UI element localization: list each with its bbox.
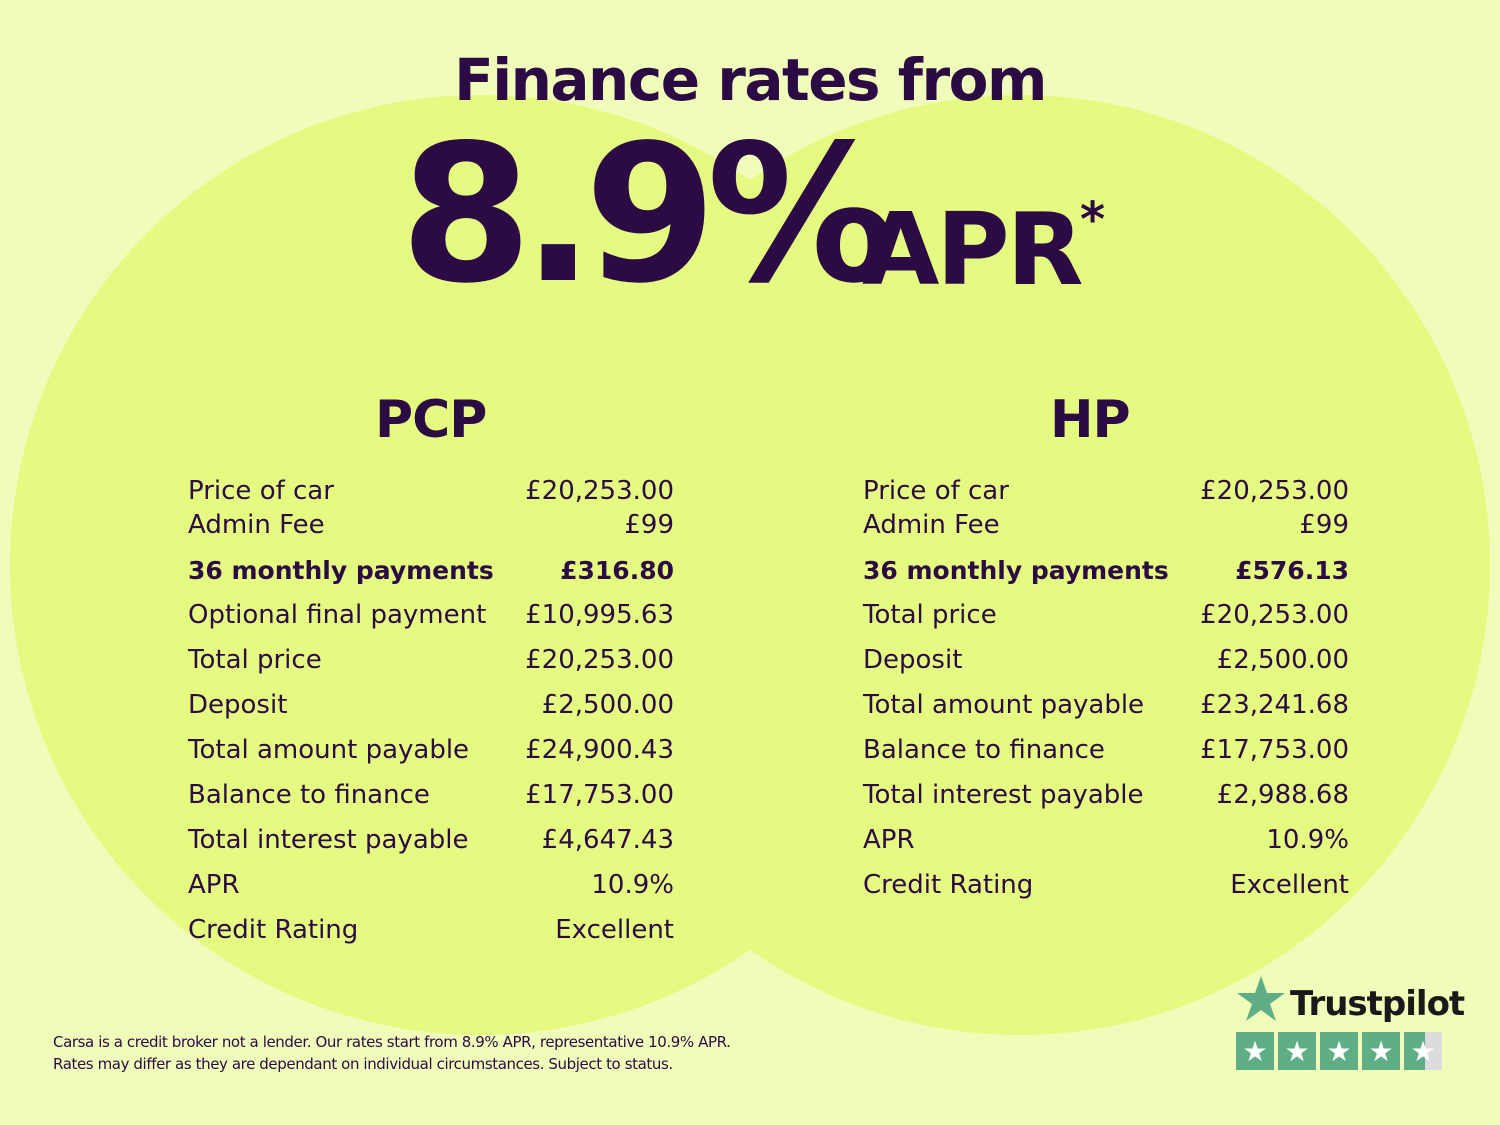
pcp-row-label: Price of car xyxy=(188,476,334,506)
headline-rate: 8.9% xyxy=(400,104,897,325)
pcp-row-value: £10,995.63 xyxy=(525,600,674,630)
headline: Finance rates from xyxy=(454,46,1047,114)
hp-row: 36 monthly payments £576.13 xyxy=(863,553,1349,587)
hp-row-value: £2,500.00 xyxy=(1216,645,1349,675)
pcp-row: Admin Fee £99 xyxy=(188,508,674,542)
pcp-row-value: £2,500.00 xyxy=(541,690,674,720)
pcp-row-value: Excellent xyxy=(555,915,674,945)
pcp-row: 36 monthly payments £316.80 xyxy=(188,553,674,587)
pcp-row-value: £4,647.43 xyxy=(541,825,674,855)
hp-row: Total price £20,253.00 xyxy=(863,598,1349,632)
pcp-row-label: Admin Fee xyxy=(188,510,325,540)
pcp-row: Total interest payable £4,647.43 xyxy=(188,823,674,857)
hp-row-label: APR xyxy=(863,825,915,855)
pcp-row: Total price £20,253.00 xyxy=(188,643,674,677)
rating-star-icon: ★ xyxy=(1320,1032,1358,1070)
pcp-row: Total amount payable £24,900.43 xyxy=(188,733,674,767)
hp-row: Admin Fee £99 xyxy=(863,508,1349,542)
hp-row: APR 10.9% xyxy=(863,823,1349,857)
trustpilot-rating: ★ ★ ★ ★ ★ xyxy=(1236,1032,1442,1070)
pcp-row-label: 36 monthly payments xyxy=(188,555,494,585)
hp-row-value: £20,253.00 xyxy=(1200,476,1349,506)
pcp-row-label: Balance to finance xyxy=(188,780,430,810)
pcp-row: Optional final payment £10,995.63 xyxy=(188,598,674,632)
pcp-row-label: Credit Rating xyxy=(188,915,359,945)
hp-row-value: £2,988.68 xyxy=(1216,780,1349,810)
pcp-row-label: Total interest payable xyxy=(188,825,469,855)
hp-row-label: Credit Rating xyxy=(863,870,1034,900)
pcp-row-label: APR xyxy=(188,870,240,900)
disclaimer: Carsa is a credit broker not a lender. O… xyxy=(53,1031,731,1075)
hp-row-label: Total interest payable xyxy=(863,780,1144,810)
trustpilot-star-icon xyxy=(1237,976,1285,1021)
hp-row-label: Price of car xyxy=(863,476,1009,506)
pcp-row-label: Deposit xyxy=(188,690,288,720)
pcp-row: Deposit £2,500.00 xyxy=(188,688,674,722)
pcp-row: APR 10.9% xyxy=(188,868,674,902)
hp-row-value: Excellent xyxy=(1230,870,1349,900)
trustpilot-name: Trustpilot xyxy=(1290,984,1465,1024)
hp-row-label: Total amount payable xyxy=(863,690,1145,720)
hp-row-label: 36 monthly payments xyxy=(863,555,1169,585)
rating-star-icon: ★ xyxy=(1278,1032,1316,1070)
pcp-row: Balance to finance £17,753.00 xyxy=(188,778,674,812)
pcp-row-label: Total amount payable xyxy=(188,735,470,765)
pcp-row-value: £17,753.00 xyxy=(525,780,674,810)
headline-rate-suffix: APR xyxy=(862,191,1084,308)
pcp-row: Credit Rating Excellent xyxy=(188,913,674,947)
hp-row-label: Deposit xyxy=(863,645,963,675)
hp-row: Deposit £2,500.00 xyxy=(863,643,1349,677)
hp-row-value: £576.13 xyxy=(1235,555,1349,585)
hp-row-label: Total price xyxy=(863,600,997,630)
pcp-row-value: £20,253.00 xyxy=(525,645,674,675)
pcp-row: Price of car £20,253.00 xyxy=(188,474,674,508)
hp-row-value: £20,253.00 xyxy=(1200,600,1349,630)
hp-row: Balance to finance £17,753.00 xyxy=(863,733,1349,767)
hp-row-value: £17,753.00 xyxy=(1200,735,1349,765)
hp-heading: HP xyxy=(1050,390,1131,450)
hp-row: Price of car £20,253.00 xyxy=(863,474,1349,508)
hp-row-label: Admin Fee xyxy=(863,510,1000,540)
pcp-row-value: £316.80 xyxy=(560,555,674,585)
pcp-row-label: Total price xyxy=(188,645,322,675)
rating-star-icon: ★ xyxy=(1362,1032,1400,1070)
hp-row-value: 10.9% xyxy=(1266,825,1349,855)
hp-row-value: £99 xyxy=(1299,510,1349,540)
pcp-row-value: £99 xyxy=(624,510,674,540)
pcp-heading: PCP xyxy=(375,390,487,450)
pcp-row-value: 10.9% xyxy=(591,870,674,900)
hp-row-value: £23,241.68 xyxy=(1200,690,1349,720)
hp-row: Total amount payable £23,241.68 xyxy=(863,688,1349,722)
pcp-row-label: Optional final payment xyxy=(188,600,487,630)
hp-row-label: Balance to finance xyxy=(863,735,1105,765)
pcp-row-value: £24,900.43 xyxy=(525,735,674,765)
disclaimer-line-2: Rates may differ as they are dependant o… xyxy=(53,1055,673,1073)
background-circle-right xyxy=(550,95,1490,1035)
headline-asterisk: * xyxy=(1080,192,1106,248)
hp-row: Credit Rating Excellent xyxy=(863,868,1349,902)
rating-star-icon: ★ xyxy=(1236,1032,1274,1070)
rating-star-icon: ★ xyxy=(1404,1032,1442,1070)
pcp-row-value: £20,253.00 xyxy=(525,476,674,506)
disclaimer-line-1: Carsa is a credit broker not a lender. O… xyxy=(53,1033,731,1051)
hp-row: Total interest payable £2,988.68 xyxy=(863,778,1349,812)
